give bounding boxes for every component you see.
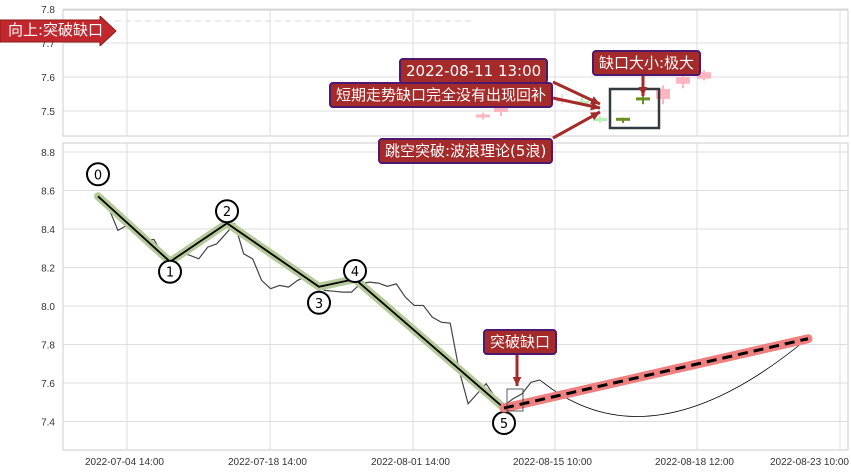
candle [593,116,607,123]
candle-body [656,88,670,100]
candle [636,95,650,105]
date-label: 2022-08-11 13:00 [399,58,549,84]
wave-label: 0 [94,168,102,183]
wave-circle [158,259,182,284]
direction-badge: 向上:突破缺口 [0,16,118,46]
top-y-tick: 7.6 [41,73,55,84]
x-tick-label: 2022-08-15 10:00 [513,457,592,468]
wave-circle [343,259,367,284]
candle-body [636,97,650,101]
candle [616,117,630,123]
bottom-panel-frame [62,142,849,451]
breakout-label: 突破缺口 [483,329,558,355]
gap-note-label: 短期走势缺口完全没有出现回补 [329,82,554,108]
wave-marker: 0 [86,162,110,187]
candle-body [697,72,711,79]
gap-note-arrow-head [590,101,600,111]
wave-label: 3 [315,297,323,312]
wave-circle [86,162,110,187]
bottom-y-tick: 8.2 [41,264,55,275]
gap-box [608,87,661,130]
bottom-y-tick: 8.4 [41,225,55,236]
arrow-shape-icon [0,16,117,46]
x-tick-label: 2022-08-01 14:00 [371,457,450,468]
top-y-tick: 7.8 [41,5,55,16]
bottom-y-tick: 7.4 [41,418,55,429]
wave-line [97,195,505,409]
bottom-y-tick: 7.6 [41,379,55,390]
gap-size-arrow-head [638,86,648,96]
candle-body [476,114,490,118]
gap-marker-box [506,388,524,412]
x-tick-label: 2022-08-23 10:00 [770,457,849,468]
direction-text: 向上:突破缺口 [8,21,104,39]
projection-arc [539,337,809,417]
candle-body [593,117,607,122]
x-tick-label: 2022-08-18 12:00 [655,457,734,468]
candle [656,85,670,105]
bottom-y-tick: 7.8 [41,341,55,352]
wave-glow [94,192,508,413]
candle-body [616,117,630,121]
bottom-y-tick: 8.6 [41,187,55,198]
wave-arrow-head [590,112,600,121]
wave-marker: 5 [492,411,516,436]
wave-circle [215,199,239,224]
wave-label: 5 [500,417,508,432]
bottom-y-tick: 8.0 [41,302,55,313]
gap-size-label: 缺口大小:极大 [592,50,702,76]
candle-body [494,104,508,113]
breakout-arrow-head [512,376,522,386]
wave-label: 4 [351,265,359,280]
date-arrow-head [590,96,600,105]
wave-marker: 3 [307,290,331,315]
wave-label: 1 [166,266,174,281]
wave-label: 2 [223,205,231,220]
projection-dash [503,337,809,410]
candle [476,112,490,120]
candle-body [575,100,589,104]
wave-marker: 4 [343,259,367,284]
wave-theory-label: 跳空突破:波浪理论(5浪) [378,138,554,164]
x-tick-label: 2022-07-18 14:00 [228,457,307,468]
wave-marker: 1 [158,259,182,284]
bottom-y-tick: 8.8 [41,148,55,159]
candle [697,70,711,81]
wave-marker: 2 [215,199,239,224]
wave-circle [307,290,331,315]
top-y-tick: 7.7 [41,39,55,50]
x-tick-label: 2022-07-04 14:00 [85,457,164,468]
candle-body [676,77,690,84]
top-y-tick: 7.5 [41,107,55,118]
